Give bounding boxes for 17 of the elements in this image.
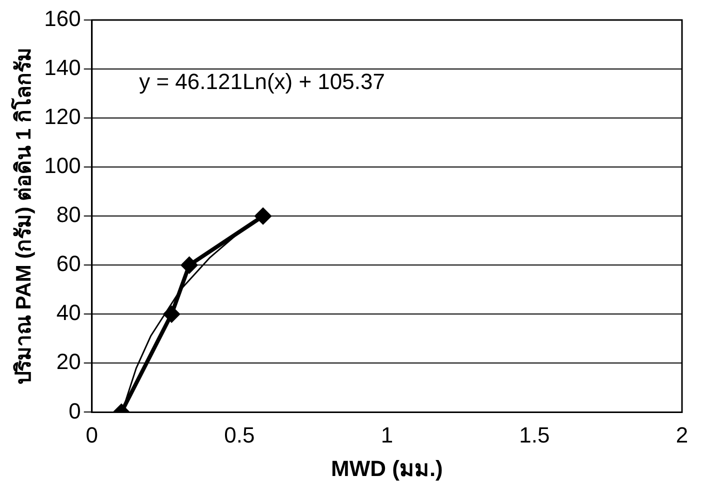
- x-tick-label: 1.5: [519, 422, 550, 448]
- annotation: y = 46.121Ln(x) + 105.37: [139, 68, 385, 94]
- x-axis-title: MWD (มม.): [331, 456, 443, 481]
- x-tick-label: 0.5: [224, 422, 255, 448]
- y-tick-label: 0: [68, 398, 81, 424]
- y-tick-label: 100: [44, 153, 81, 178]
- x-tick-label: 2: [676, 422, 688, 448]
- y-tick-label: 160: [44, 6, 81, 32]
- y-tick-label: 40: [56, 300, 81, 326]
- x-tick-label: 0: [86, 422, 98, 448]
- y-tick-label: 20: [56, 349, 81, 374]
- x-tick-label: 1: [380, 422, 394, 448]
- y-tick-label: 140: [44, 55, 81, 80]
- y-tick-label: 60: [56, 251, 81, 276]
- y-tick-label: 80: [56, 202, 81, 228]
- y-axis-title: ปริมาณ PAM (กรัม) ต่อดิน 1 กิโลกรัม: [10, 48, 36, 385]
- y-tick-label: 120: [44, 104, 81, 130]
